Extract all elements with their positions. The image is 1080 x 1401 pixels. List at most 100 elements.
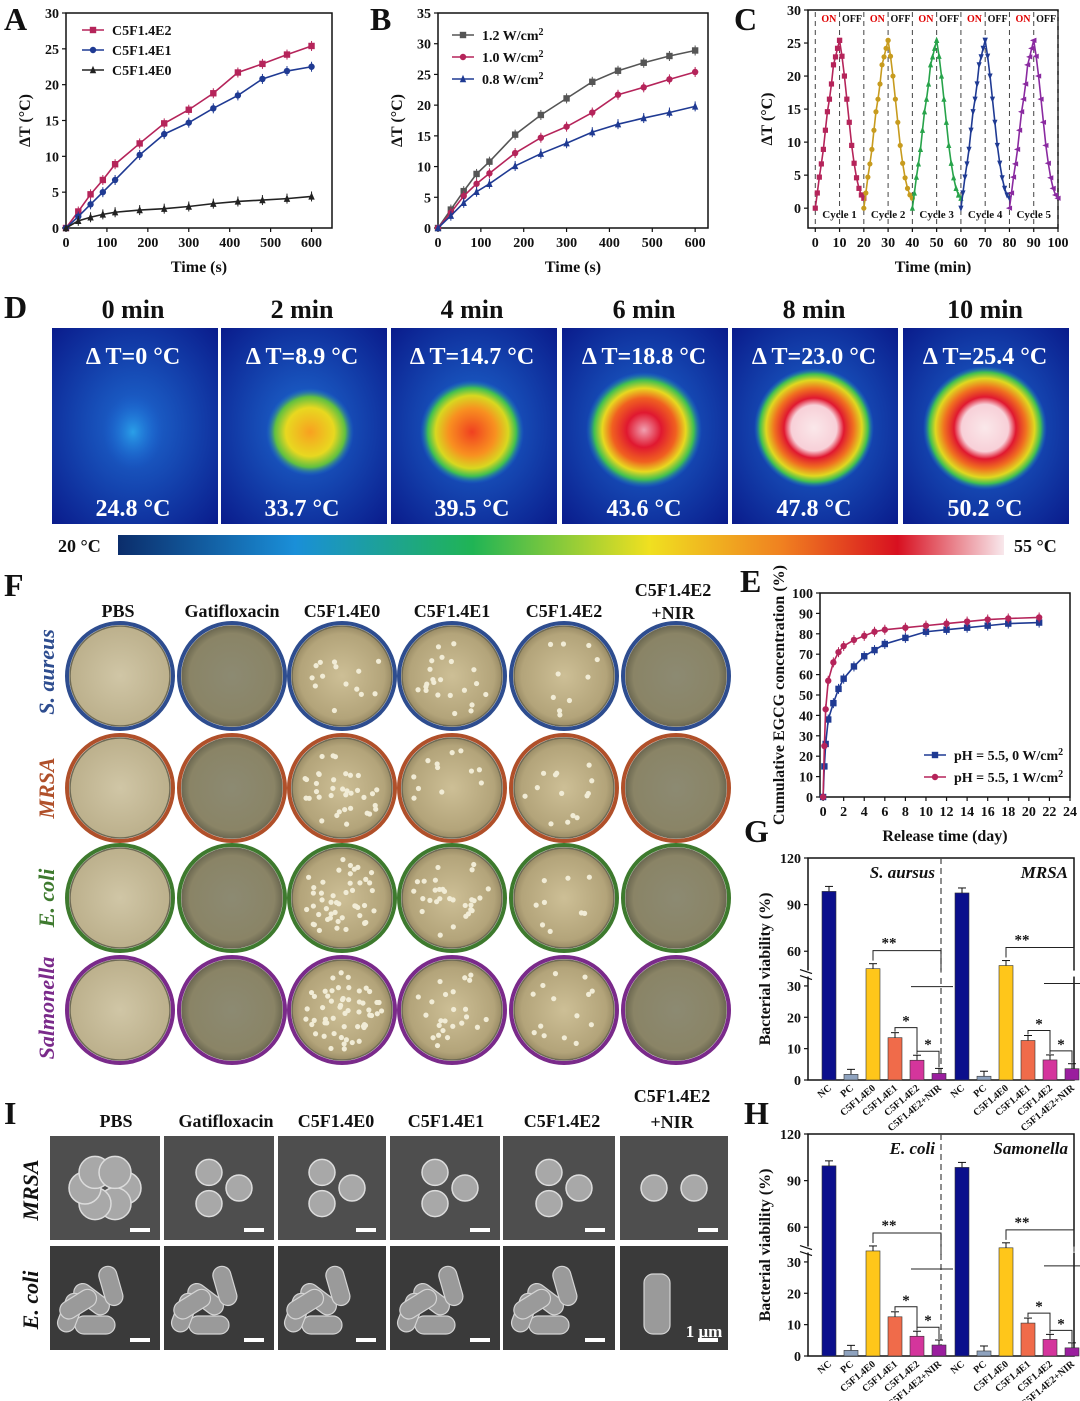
data-point bbox=[974, 81, 980, 88]
sem-image bbox=[620, 1246, 728, 1350]
data-point bbox=[835, 648, 842, 656]
thermal-tile-4min: 4 min Δ T=14.7 °C 39.5 °C bbox=[391, 295, 557, 524]
data-point bbox=[881, 54, 887, 60]
colony bbox=[432, 877, 438, 883]
y-tick-label: 40 bbox=[799, 709, 813, 724]
colony bbox=[338, 970, 344, 976]
colony bbox=[469, 897, 475, 903]
data-point bbox=[968, 127, 974, 134]
data-point bbox=[820, 146, 826, 152]
data-point bbox=[922, 628, 930, 635]
colony bbox=[322, 988, 328, 994]
data-point bbox=[818, 161, 824, 167]
data-point bbox=[1015, 127, 1023, 133]
data-point bbox=[563, 95, 570, 102]
chart-a: 0 100 200 300 400 500 600 0 5 10 15 20 25 30 Time (s) Δ… bbox=[17, 7, 333, 276]
colony bbox=[332, 909, 338, 916]
petri-dish bbox=[513, 959, 615, 1061]
data-point bbox=[816, 174, 822, 180]
colony bbox=[328, 899, 334, 905]
colony bbox=[362, 1022, 369, 1029]
dish-rim bbox=[621, 843, 731, 953]
thermal-spot bbox=[754, 368, 874, 488]
y-tick-label: 0 bbox=[424, 222, 431, 237]
significance-label: * bbox=[902, 1014, 910, 1030]
colony bbox=[450, 924, 456, 930]
dish-rim bbox=[397, 733, 507, 843]
panel-label-e: E bbox=[740, 563, 761, 599]
data-point bbox=[962, 174, 968, 181]
significance-bracket bbox=[894, 1027, 918, 1055]
colony bbox=[356, 668, 362, 674]
sem-column-c5f1-4e2: C5F1.4E2 bbox=[524, 1111, 601, 1131]
chart-b: 0 100 200 300 400 500 600 0 5 10 15 20 25 30 35 Time (s… bbox=[389, 7, 709, 276]
thermal-time-label: 8 min bbox=[783, 295, 846, 324]
y-tick-label: 120 bbox=[780, 852, 801, 867]
colony bbox=[559, 790, 565, 796]
colony bbox=[439, 654, 445, 660]
chart-e: 0 2 4 6 8 10 12 14 16 18 20 22 240102030405060708090… bbox=[771, 565, 1077, 845]
data-point bbox=[976, 62, 982, 69]
y-tick-label: 10 bbox=[799, 771, 813, 786]
data-point bbox=[1039, 119, 1047, 125]
data-point bbox=[963, 624, 971, 631]
colony bbox=[367, 811, 373, 817]
colony bbox=[531, 1030, 537, 1036]
sem-column-c5f1-4e0: C5F1.4E0 bbox=[298, 1111, 375, 1131]
data-point bbox=[861, 195, 867, 201]
y-tick-label: 5 bbox=[424, 191, 431, 206]
data-point bbox=[951, 174, 957, 181]
data-point bbox=[1034, 73, 1042, 79]
colony bbox=[342, 806, 348, 813]
data-point bbox=[941, 95, 947, 102]
colony bbox=[586, 874, 592, 880]
data-point bbox=[909, 204, 915, 211]
scale-bar bbox=[470, 1338, 490, 1342]
colony bbox=[462, 1006, 469, 1012]
colony bbox=[415, 687, 421, 693]
data-point bbox=[511, 161, 519, 170]
bar bbox=[1064, 1068, 1080, 1081]
legend-entry: pH = 5.5, 1 W/cm2 bbox=[954, 769, 1063, 787]
y-axis-label: Bacterial viability (%) bbox=[757, 1169, 774, 1322]
x-tick-label: 100 bbox=[1048, 236, 1069, 251]
data-point bbox=[87, 201, 94, 208]
colony bbox=[329, 988, 335, 994]
colony bbox=[430, 676, 436, 683]
colony bbox=[374, 787, 380, 793]
sem-cell bbox=[513, 1288, 552, 1320]
group-title: E. coli bbox=[889, 1139, 936, 1158]
thermal-time-label: 2 min bbox=[271, 295, 334, 324]
colony bbox=[321, 1033, 327, 1039]
data-point bbox=[486, 158, 493, 165]
axis-break-mark bbox=[799, 968, 813, 975]
scale-bar bbox=[698, 1228, 718, 1232]
colony bbox=[533, 902, 539, 908]
column-header-c5f1-4e0: C5F1.4E0 bbox=[304, 601, 381, 621]
y-tick-label: 20 bbox=[417, 99, 431, 114]
colony bbox=[345, 974, 351, 980]
colony bbox=[319, 753, 325, 760]
panel-label-g: G bbox=[744, 813, 769, 849]
scale-bar bbox=[470, 1228, 490, 1232]
colony bbox=[333, 664, 339, 670]
off-label: OFF bbox=[988, 14, 1008, 25]
colony bbox=[566, 697, 573, 704]
colony bbox=[474, 1024, 481, 1030]
data-point bbox=[614, 67, 622, 74]
category-label: NC bbox=[816, 1083, 834, 1101]
colony bbox=[311, 993, 318, 1000]
sem-cell bbox=[325, 1265, 351, 1307]
colony bbox=[423, 687, 429, 694]
colony bbox=[556, 708, 563, 714]
y-axis-label: ΔT (°C) bbox=[17, 94, 34, 147]
x-tick-label: 0 bbox=[63, 236, 70, 251]
colony bbox=[442, 991, 449, 998]
x-tick-label: 4 bbox=[861, 805, 868, 820]
colony bbox=[427, 666, 433, 672]
dish-rim bbox=[177, 733, 287, 843]
petri-dish bbox=[69, 959, 171, 1061]
colony bbox=[450, 989, 456, 995]
colony bbox=[415, 785, 422, 792]
